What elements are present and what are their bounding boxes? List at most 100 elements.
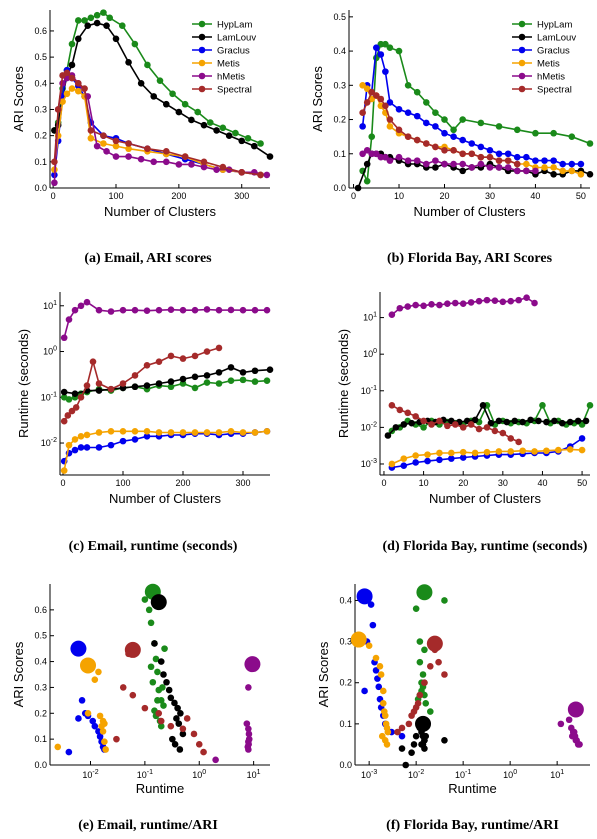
y-tick-label: 0.6	[34, 605, 47, 615]
data-point-spectral	[155, 709, 163, 717]
data-point-spectral	[515, 438, 522, 446]
data-point-spectral	[107, 385, 115, 393]
data-point-spectral	[72, 404, 80, 411]
data-point-metis	[99, 728, 107, 735]
y-tick-label: 0.0	[333, 183, 346, 193]
data-point-graclus	[131, 436, 139, 443]
data-point-spectral	[486, 153, 494, 161]
panel-caption: (b) Florida Bay, ARI Scores	[387, 251, 553, 266]
data-point-lamlouv	[586, 171, 594, 178]
data-point-hyplam	[169, 90, 176, 98]
data-point-metis	[239, 429, 247, 436]
y-tick-label: 0.1	[34, 734, 47, 744]
data-point-graclus	[559, 160, 567, 168]
y-tick-label: 0.2	[333, 115, 346, 125]
data-point-spectral	[195, 741, 203, 748]
data-point-spectral	[183, 715, 191, 722]
data-point-lamlouv	[103, 22, 110, 30]
data-point-lamlouv	[151, 640, 158, 647]
data-point-hmetis	[531, 299, 538, 307]
data-point-graclus	[119, 437, 127, 445]
data-point-hyplam	[441, 597, 448, 604]
y-tick-label: 0.2	[34, 131, 47, 141]
data-point-lamlouv	[558, 419, 566, 427]
data-point-hmetis	[388, 311, 396, 318]
plot-area	[51, 9, 274, 187]
tick-label: 100	[43, 346, 57, 357]
data-point-graclus	[486, 147, 494, 154]
data-point-spectral	[396, 406, 404, 414]
data-point-hmetis	[83, 298, 91, 306]
data-point-hyplam	[450, 126, 457, 134]
data-point-hmetis	[423, 160, 430, 168]
data-point-graclus	[375, 683, 383, 691]
data-point-metis	[203, 429, 211, 436]
data-point-metis	[60, 467, 68, 474]
data-point-lamlouv	[150, 93, 158, 100]
data-point-hmetis	[107, 308, 115, 315]
y-axis-label: ARI Scores	[11, 641, 26, 707]
best-point-spectral	[124, 641, 141, 658]
data-point-metis	[84, 709, 92, 717]
data-point-lamlouv	[535, 417, 542, 425]
data-point-metis	[523, 160, 530, 168]
x-tick-label: 20	[439, 191, 449, 201]
data-point-hyplam	[100, 9, 107, 16]
data-point-spectral	[100, 132, 107, 139]
data-point-hmetis	[60, 334, 68, 342]
data-point-hyplam	[227, 377, 235, 385]
data-point-hyplam	[419, 671, 427, 678]
data-point-lamlouv	[550, 171, 557, 178]
tick-label: 10-1	[137, 769, 153, 780]
data-point-graclus	[459, 454, 467, 461]
data-point-spectral	[459, 424, 467, 431]
data-point-spectral	[203, 348, 211, 355]
data-point-graclus	[513, 153, 521, 161]
data-point-lamlouv	[71, 390, 79, 397]
data-point-graclus	[361, 687, 368, 695]
legend-marker	[198, 20, 206, 28]
data-point-spectral	[513, 160, 521, 168]
data-point-spectral	[444, 422, 451, 430]
data-point-metis	[376, 662, 384, 670]
data-point-metis	[179, 429, 187, 436]
data-point-hmetis	[565, 716, 573, 724]
data-point-metis	[143, 428, 151, 435]
data-point-graclus	[577, 160, 585, 168]
chart-panel-c: 0 100 200 300 10-2 10-1 100 101 Number of Cluste…	[16, 292, 274, 554]
legend: HypLam LamLouv Graclus Metis hMetis Spectral	[512, 20, 576, 96]
data-point-hmetis	[467, 299, 475, 306]
data-point-spectral	[64, 412, 72, 419]
best-point-graclus	[70, 640, 87, 657]
data-point-spectral	[200, 158, 208, 166]
data-point-hmetis	[459, 300, 467, 307]
y-tick-label: 0.3	[34, 104, 47, 114]
data-point-lamlouv	[125, 59, 132, 66]
data-point-lamlouv	[165, 686, 173, 694]
data-point-graclus	[477, 143, 485, 151]
data-point-lamlouv	[171, 699, 178, 707]
data-point-hyplam	[421, 646, 428, 654]
x-tick-label: 0	[51, 191, 56, 201]
data-point-hyplam	[144, 61, 151, 69]
x-axis-label: Number of Clusters	[104, 204, 216, 219]
data-point-metis	[507, 448, 515, 455]
data-point-metis	[379, 687, 387, 695]
data-point-hmetis	[103, 148, 110, 155]
data-point-hmetis	[368, 150, 376, 158]
x-tick-label: 50	[576, 191, 586, 201]
data-point-hyplam	[532, 129, 539, 137]
data-point-hyplam	[263, 377, 271, 385]
data-point-lamlouv	[239, 369, 247, 376]
data-point-spectral	[219, 163, 227, 171]
data-point-lamlouv	[188, 116, 195, 124]
tick-label: 10-3	[361, 458, 377, 469]
y-tick-label: 0.4	[339, 595, 352, 605]
legend-marker	[198, 33, 206, 41]
data-point-hmetis	[395, 153, 403, 161]
data-point-hyplam	[131, 40, 139, 48]
y-tick-label: 0.6	[34, 26, 47, 36]
plot-area	[54, 583, 261, 764]
data-point-hyplam	[65, 396, 73, 403]
